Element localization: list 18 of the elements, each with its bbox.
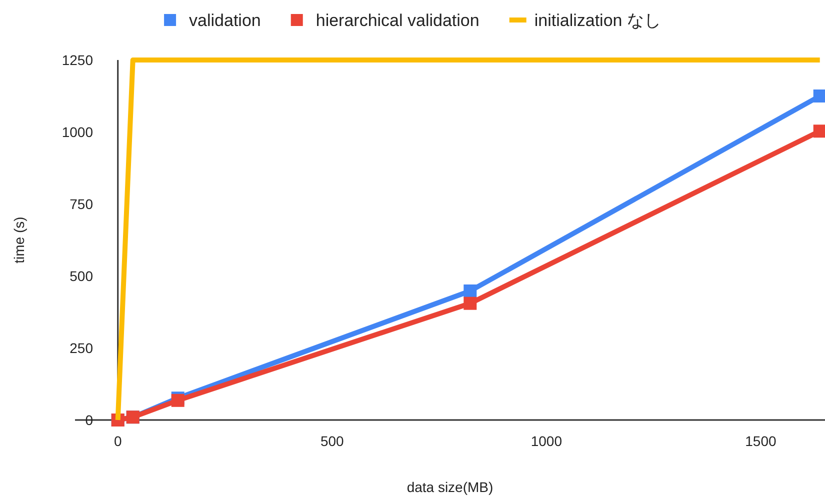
x-tick-label: 1500 xyxy=(745,433,776,449)
x-axis-title: data size(MB) xyxy=(406,479,494,495)
point xyxy=(813,124,825,138)
y-tick-label: 250 xyxy=(70,340,94,356)
point xyxy=(464,296,477,310)
x-tick-label: 500 xyxy=(320,433,344,449)
y-tick-label: 1000 xyxy=(62,124,94,140)
legend-label: validation xyxy=(189,11,261,30)
y-tick-label: 750 xyxy=(70,196,94,212)
legend-label: hierarchical validation xyxy=(316,11,480,30)
point xyxy=(464,284,477,298)
y-tick-label: 500 xyxy=(70,268,94,284)
legend-label: initialization なし xyxy=(534,11,661,30)
y-axis-title: time (s) xyxy=(11,216,27,264)
point xyxy=(813,90,825,102)
x-tick-label: 1000 xyxy=(530,433,562,449)
x-tick-label: 0 xyxy=(114,433,122,449)
y-tick-label: 1250 xyxy=(62,52,94,68)
